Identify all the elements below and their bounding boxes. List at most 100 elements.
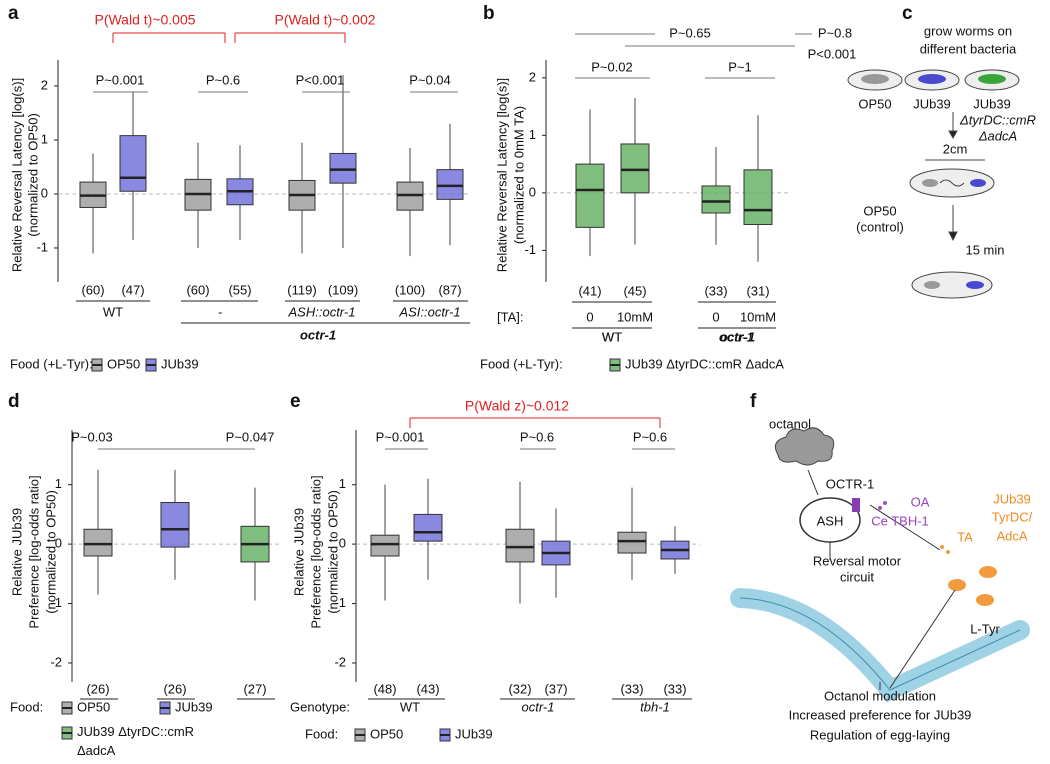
n-label: (47) <box>121 282 144 297</box>
lawn <box>966 281 984 289</box>
n-label: (60) <box>81 282 104 297</box>
lawn <box>861 74 889 84</box>
diagram-label: OP50 <box>858 96 891 111</box>
bacterium <box>948 579 966 591</box>
group-label: octr-1 <box>721 329 754 344</box>
p-value: P~0.001 <box>96 72 145 87</box>
p-value: P~0.6 <box>633 429 667 444</box>
diagram-label: Ce TBH-1 <box>871 513 929 528</box>
box <box>617 531 647 554</box>
group-label: ASI::octr-1 <box>398 304 460 319</box>
n-label: (100) <box>395 282 425 297</box>
group-label: ASH::octr-1 <box>288 304 356 319</box>
p-value: P~0.047 <box>226 429 275 444</box>
legend-label-line: JUb39 ΔtyrDC::cmR <box>77 724 194 739</box>
legend-title: Food (+L-Tyr): <box>480 356 563 371</box>
y-axis-label: Relative JUb39 <box>9 508 24 596</box>
row-label: 10mM <box>617 309 653 324</box>
y-axis-label: Relative Reversal Latency [log(s)] <box>9 78 24 272</box>
y-axis-label: Preference [log-odds ratio] <box>308 475 323 628</box>
n-label: (45) <box>623 283 646 298</box>
diagram-label: AdcA <box>996 528 1027 543</box>
n-label: (55) <box>228 282 251 297</box>
p-value: P~0.001 <box>376 429 425 444</box>
legend-label: OP50 <box>370 726 403 741</box>
p-value: P~1 <box>728 59 752 74</box>
box <box>505 528 535 563</box>
n-label: (33) <box>663 681 686 696</box>
n-label: (27) <box>243 681 266 696</box>
n-label: (109) <box>328 282 358 297</box>
group-label: WT <box>103 304 123 319</box>
legend-label: JUb39 <box>455 726 493 741</box>
diagram-label: TyrDC/ <box>992 509 1033 524</box>
diagram-label: TA <box>957 529 973 544</box>
y-tick-label: 0 <box>55 536 62 551</box>
y-tick-label: -1 <box>36 239 48 254</box>
diagram-label: circuit <box>840 569 874 584</box>
lawn <box>924 281 940 289</box>
n-label: (43) <box>416 681 439 696</box>
box <box>413 513 443 542</box>
n-label: (87) <box>438 282 461 297</box>
receptor <box>852 498 860 512</box>
legend-title: Food: <box>305 726 338 741</box>
y-tick-label: 1 <box>41 131 48 146</box>
n-label: (41) <box>578 283 601 298</box>
row-title: [TA]: <box>497 309 523 324</box>
legend-label-line: ΔadcA <box>77 743 116 758</box>
n-label: (33) <box>704 283 727 298</box>
box <box>436 169 464 200</box>
y-axis-label: (normalized to OP50) <box>325 490 340 614</box>
y-tick-label: -1 <box>50 595 62 610</box>
diagram-label: OP50 <box>863 203 896 218</box>
panel-label: c <box>902 3 913 24</box>
worm-body <box>730 588 1030 703</box>
wald-p-value: P(Wald t)~0.002 <box>274 12 375 28</box>
row-label: 0 <box>712 309 719 324</box>
n-label: (32) <box>508 681 531 696</box>
panel-c-art <box>847 69 1020 299</box>
box <box>743 169 773 225</box>
group-title: octr-1 <box>300 327 336 342</box>
diagram-label: ASH <box>817 513 844 528</box>
n-label: (31) <box>746 283 769 298</box>
lawn <box>922 179 938 187</box>
worm <box>939 179 965 187</box>
n-label: (60) <box>186 282 209 297</box>
n-label: (33) <box>620 681 643 696</box>
p-value: P~0.6 <box>206 72 240 87</box>
row-label: 10mM <box>740 309 776 324</box>
y-axis-label: Relative JUb39 <box>291 508 306 596</box>
lawn <box>970 179 986 187</box>
diagram-label: grow worms on <box>924 23 1012 38</box>
legend-label: OP50 <box>77 699 110 714</box>
arrow <box>869 504 941 551</box>
wald-p-value: P(Wald z)~0.012 <box>465 398 569 414</box>
arrow <box>889 589 956 689</box>
y-tick-label: 1 <box>55 476 62 491</box>
bacterium <box>976 594 994 606</box>
p-value: P~0.02 <box>591 59 633 74</box>
panel-f-art <box>730 427 1030 703</box>
p-value: P~0.04 <box>409 72 451 87</box>
box <box>370 534 400 557</box>
y-axis-label: (normalized to 0mM TA) <box>511 106 526 244</box>
panel-label: f <box>750 391 757 412</box>
diagram-label: OA <box>911 494 930 509</box>
legend-title: Food (+L-Tyr): <box>10 356 93 371</box>
lawn <box>918 74 946 84</box>
diagram-label: octanol <box>769 416 811 431</box>
p-value: P~0.03 <box>71 429 113 444</box>
group-label: WT <box>400 699 420 714</box>
group-label: octr-1 <box>522 699 555 714</box>
p-value: P~0.8 <box>818 25 852 40</box>
legend-label: JUb39 ΔtyrDC::cmR ΔadcA <box>625 356 784 371</box>
group-label: octr-1 <box>719 329 755 344</box>
group-label: WT <box>602 329 622 344</box>
y-tick-label: 1 <box>339 476 346 491</box>
y-tick-label: -1 <box>524 242 536 257</box>
diagram-label: Increased preference for JUb39 <box>789 707 972 722</box>
